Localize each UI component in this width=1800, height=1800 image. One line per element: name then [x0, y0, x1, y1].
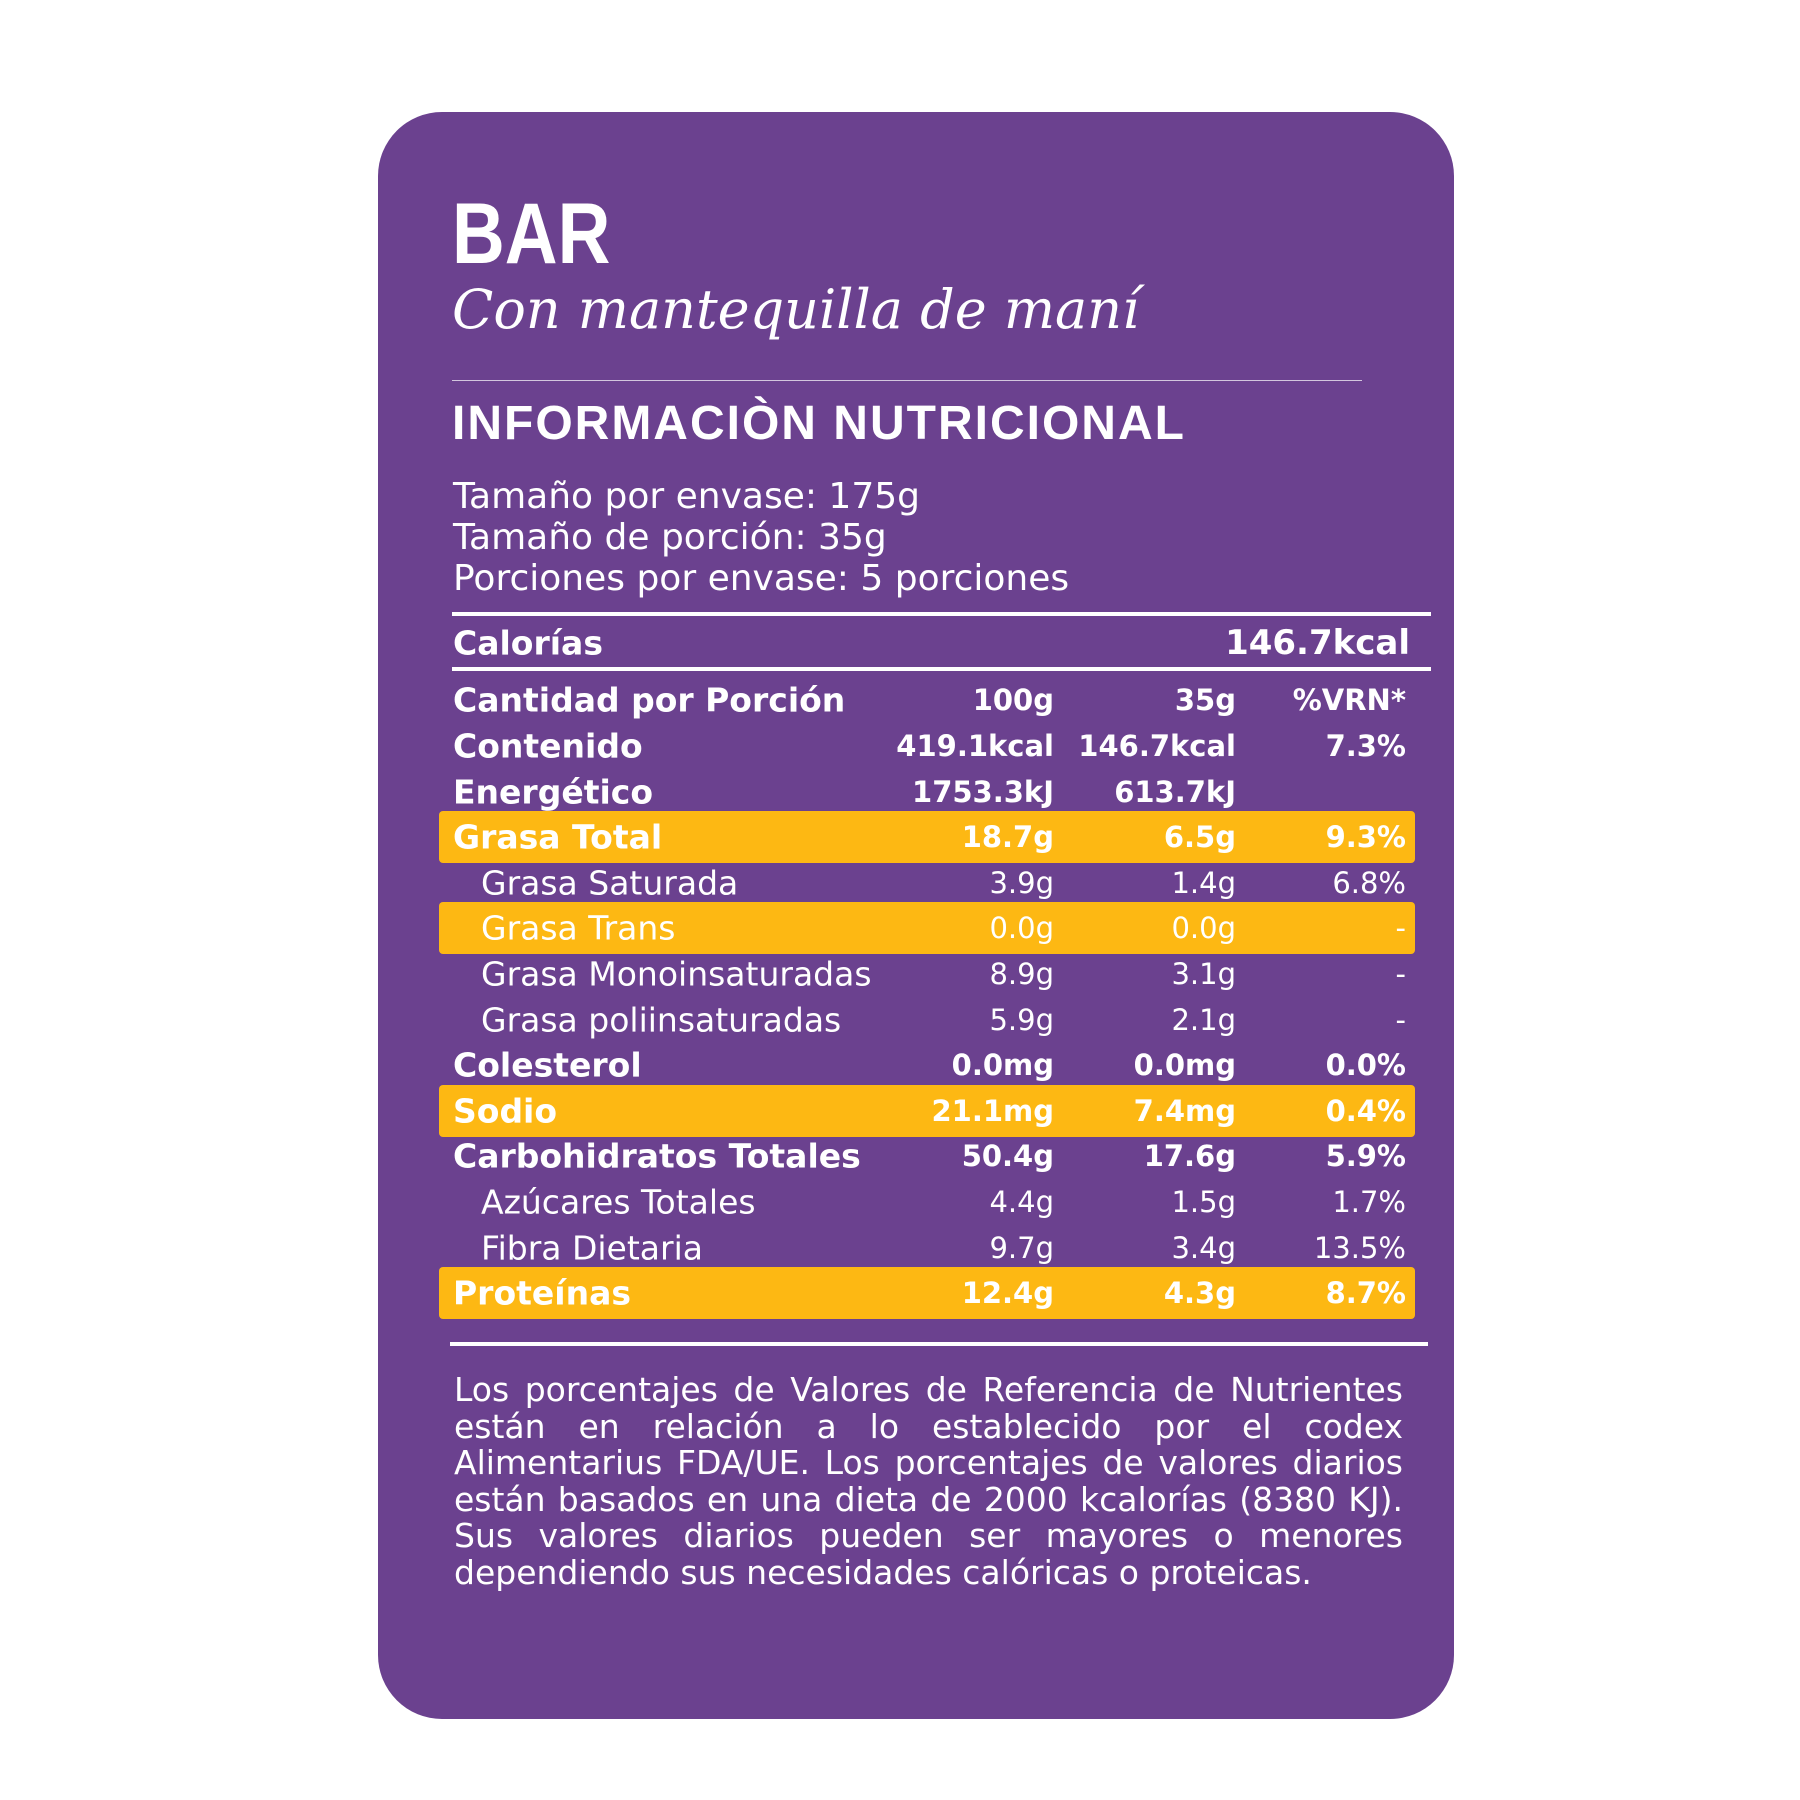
calories-row: Calorías 146.7kcal	[439, 617, 1415, 669]
nutrient-v100: 0.0g	[989, 911, 1054, 946]
nutrient-row: Contenido 419.1kcal 146.7kcal 7.3%	[439, 720, 1415, 772]
nutrient-row: Energético 1753.3kJ 613.7kJ	[439, 766, 1415, 818]
nutrient-label: Fibra Dietaria	[481, 1228, 703, 1268]
nutrient-v35: 17.6g	[1143, 1139, 1236, 1174]
nutrient-v35: 1.5g	[1171, 1185, 1236, 1219]
nutrient-v100: 100g	[972, 683, 1054, 717]
nutrient-vrn: 1.7%	[1332, 1185, 1406, 1219]
nutrient-vrn: -	[1395, 911, 1406, 946]
nutrient-v100: 9.7g	[989, 1230, 1054, 1265]
nutrient-row: Grasa poliinsaturadas 5.9g 2.1g -	[439, 994, 1415, 1046]
nutrient-v100: 0.0mg	[951, 1048, 1054, 1083]
nutrient-row: Fibra Dietaria 9.7g 3.4g 13.5%	[439, 1222, 1415, 1274]
nutrient-v100: 12.4g	[961, 1276, 1054, 1311]
nutrient-label: Sodio	[453, 1091, 558, 1131]
nutrient-vrn: 6.8%	[1332, 865, 1406, 900]
divider	[450, 1342, 1428, 1346]
nutrient-v35: 3.1g	[1171, 957, 1236, 991]
nutrient-v35: 146.7kcal	[1078, 729, 1236, 763]
nutrient-v35: 2.1g	[1171, 1002, 1236, 1037]
nutrient-label: Grasa Trans	[481, 908, 676, 948]
nutrient-v35: 613.7kJ	[1114, 774, 1236, 809]
nutrient-label: Cantidad por Porción	[453, 680, 846, 720]
table-header: Cantidad por Porción 100g 35g %VRN*	[439, 674, 1415, 726]
nutrient-vrn: -	[1395, 957, 1406, 991]
nutrient-vrn: %VRN*	[1292, 683, 1406, 717]
title: BAR	[452, 186, 611, 282]
nutrient-v35: 35g	[1174, 683, 1236, 717]
nutrient-v100: 21.1mg	[931, 1093, 1054, 1128]
nutrient-row: Grasa Monoinsaturadas 8.9g 3.1g -	[439, 948, 1415, 1000]
nutrient-vrn: 13.5%	[1313, 1230, 1406, 1265]
nutrient-v100: 8.9g	[989, 957, 1054, 991]
nutrient-label: Grasa Total	[453, 817, 663, 857]
nutrient-row: Proteínas 12.4g 4.3g 8.7%	[439, 1267, 1415, 1320]
nutrient-vrn: 8.7%	[1325, 1276, 1406, 1311]
nutrient-vrn: 9.3%	[1325, 820, 1406, 855]
nutrient-row: Colesterol 0.0mg 0.0mg 0.0%	[439, 1039, 1415, 1091]
nutrient-label: Carbohidratos Totales	[453, 1136, 861, 1176]
nutrient-v100: 4.4g	[989, 1185, 1054, 1219]
nutrient-vrn: 0.0%	[1325, 1048, 1406, 1083]
nutrient-vrn: -	[1395, 1002, 1406, 1037]
nutrient-row: Sodio 21.1mg 7.4mg 0.4%	[439, 1084, 1415, 1137]
nutrient-vrn: 5.9%	[1325, 1139, 1406, 1174]
nutrient-v35: 0.0mg	[1133, 1048, 1236, 1083]
nutrient-label: Proteínas	[453, 1273, 632, 1313]
serving-info: Porciones por envase: 5 porciones	[453, 558, 1070, 599]
nutrient-label: Grasa Saturada	[481, 863, 739, 903]
calories-value: 146.7kcal	[1225, 623, 1410, 663]
nutrient-label: Colesterol	[453, 1045, 642, 1085]
nutrient-label: Contenido	[453, 726, 643, 766]
nutrient-v35: 4.3g	[1163, 1276, 1236, 1311]
nutrient-v35: 1.4g	[1171, 865, 1236, 900]
serving-info: Tamaño por envase: 175g	[453, 476, 920, 517]
nutrient-row: Grasa Saturada 3.9g 1.4g 6.8%	[439, 857, 1415, 909]
nutrient-v100: 3.9g	[989, 865, 1054, 900]
nutrient-v35: 6.5g	[1163, 820, 1236, 855]
nutrient-label: Grasa poliinsaturadas	[481, 1000, 842, 1040]
nutrient-label: Azúcares Totales	[481, 1182, 756, 1222]
nutrient-v35: 3.4g	[1171, 1230, 1236, 1265]
footnote: Los porcentajes de Valores de Referencia…	[454, 1370, 1403, 1592]
nutrient-v100: 1753.3kJ	[912, 774, 1054, 809]
subtitle: Con mantequilla de maní	[452, 278, 1140, 341]
nutrient-v35: 7.4mg	[1133, 1093, 1236, 1128]
nutrient-vrn: 0.4%	[1325, 1093, 1406, 1128]
divider	[452, 612, 1431, 616]
calories-label: Calorías	[453, 623, 603, 663]
nutrient-row: Grasa Total 18.7g 6.5g 9.3%	[439, 811, 1415, 864]
nutrient-label: Energético	[453, 772, 654, 812]
nutrient-v35: 0.0g	[1171, 911, 1236, 946]
nutrient-v100: 419.1kcal	[896, 729, 1054, 763]
nutrient-v100: 18.7g	[961, 820, 1054, 855]
nutrient-label: Grasa Monoinsaturadas	[481, 954, 872, 994]
nutrient-v100: 50.4g	[961, 1139, 1054, 1174]
section-title: INFORMACIÒN NUTRICIONAL	[452, 397, 1186, 450]
nutrient-row: Azúcares Totales 4.4g 1.5g 1.7%	[439, 1176, 1415, 1228]
serving-info: Tamaño de porción: 35g	[453, 517, 887, 558]
nutrient-row: Carbohidratos Totales 50.4g 17.6g 5.9%	[439, 1130, 1415, 1182]
nutrient-v100: 5.9g	[989, 1002, 1054, 1037]
nutrient-vrn: 7.3%	[1325, 729, 1406, 763]
nutrient-row: Grasa Trans 0.0g 0.0g -	[439, 902, 1415, 955]
divider	[452, 667, 1431, 671]
divider	[452, 380, 1362, 381]
